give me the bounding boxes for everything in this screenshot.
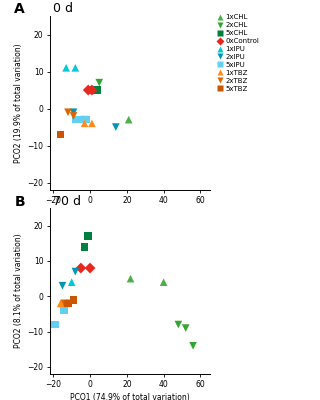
- Point: [86, 87, 91, 93]
- Point: [71, 109, 76, 116]
- Point: [64, 300, 69, 306]
- Text: 0 d: 0 d: [53, 2, 73, 15]
- Point: [62, 300, 67, 306]
- Point: [82, 120, 87, 126]
- Point: [73, 116, 78, 123]
- Point: [58, 300, 63, 306]
- Point: [161, 279, 166, 285]
- Point: [183, 325, 188, 331]
- Point: [52, 321, 58, 328]
- Point: [84, 116, 89, 123]
- Point: [78, 265, 84, 271]
- Point: [89, 120, 94, 126]
- Point: [176, 321, 181, 328]
- Point: [78, 116, 84, 123]
- Point: [73, 65, 78, 71]
- Point: [82, 116, 87, 123]
- Point: [87, 265, 92, 271]
- Y-axis label: PCO2 (8.1% of total variation): PCO2 (8.1% of total variation): [14, 234, 23, 348]
- Point: [67, 300, 72, 306]
- Point: [71, 297, 76, 303]
- Text: A: A: [14, 2, 25, 16]
- Point: [97, 80, 102, 86]
- Point: [62, 307, 67, 314]
- Point: [89, 87, 94, 93]
- Point: [69, 279, 74, 285]
- Point: [113, 124, 118, 130]
- Point: [86, 233, 91, 240]
- X-axis label: PCO1 (42.7% of total variation): PCO1 (42.7% of total variation): [70, 210, 189, 218]
- Point: [60, 282, 65, 289]
- Point: [190, 342, 196, 349]
- Point: [126, 116, 131, 123]
- Point: [95, 87, 100, 93]
- Point: [65, 109, 70, 116]
- Y-axis label: PCO2 (19.9% of total variation): PCO2 (19.9% of total variation): [14, 43, 23, 163]
- Point: [91, 87, 96, 93]
- Point: [58, 131, 63, 138]
- Point: [128, 276, 133, 282]
- Point: [71, 113, 76, 119]
- Text: 70 d: 70 d: [53, 195, 81, 208]
- Point: [65, 300, 70, 306]
- Legend: 1xCHL, 2xCHL, 5xCHL, 0xControl, 1xIPU, 2xIPU, 5xIPU, 1xTBZ, 2xTBZ, 5xTBZ: 1xCHL, 2xCHL, 5xCHL, 0xControl, 1xIPU, 2…: [216, 14, 260, 92]
- Point: [64, 65, 69, 71]
- Point: [82, 244, 87, 250]
- Text: B: B: [14, 195, 25, 209]
- Point: [73, 268, 78, 275]
- X-axis label: PCO1 (74.9% of total variation): PCO1 (74.9% of total variation): [70, 394, 189, 400]
